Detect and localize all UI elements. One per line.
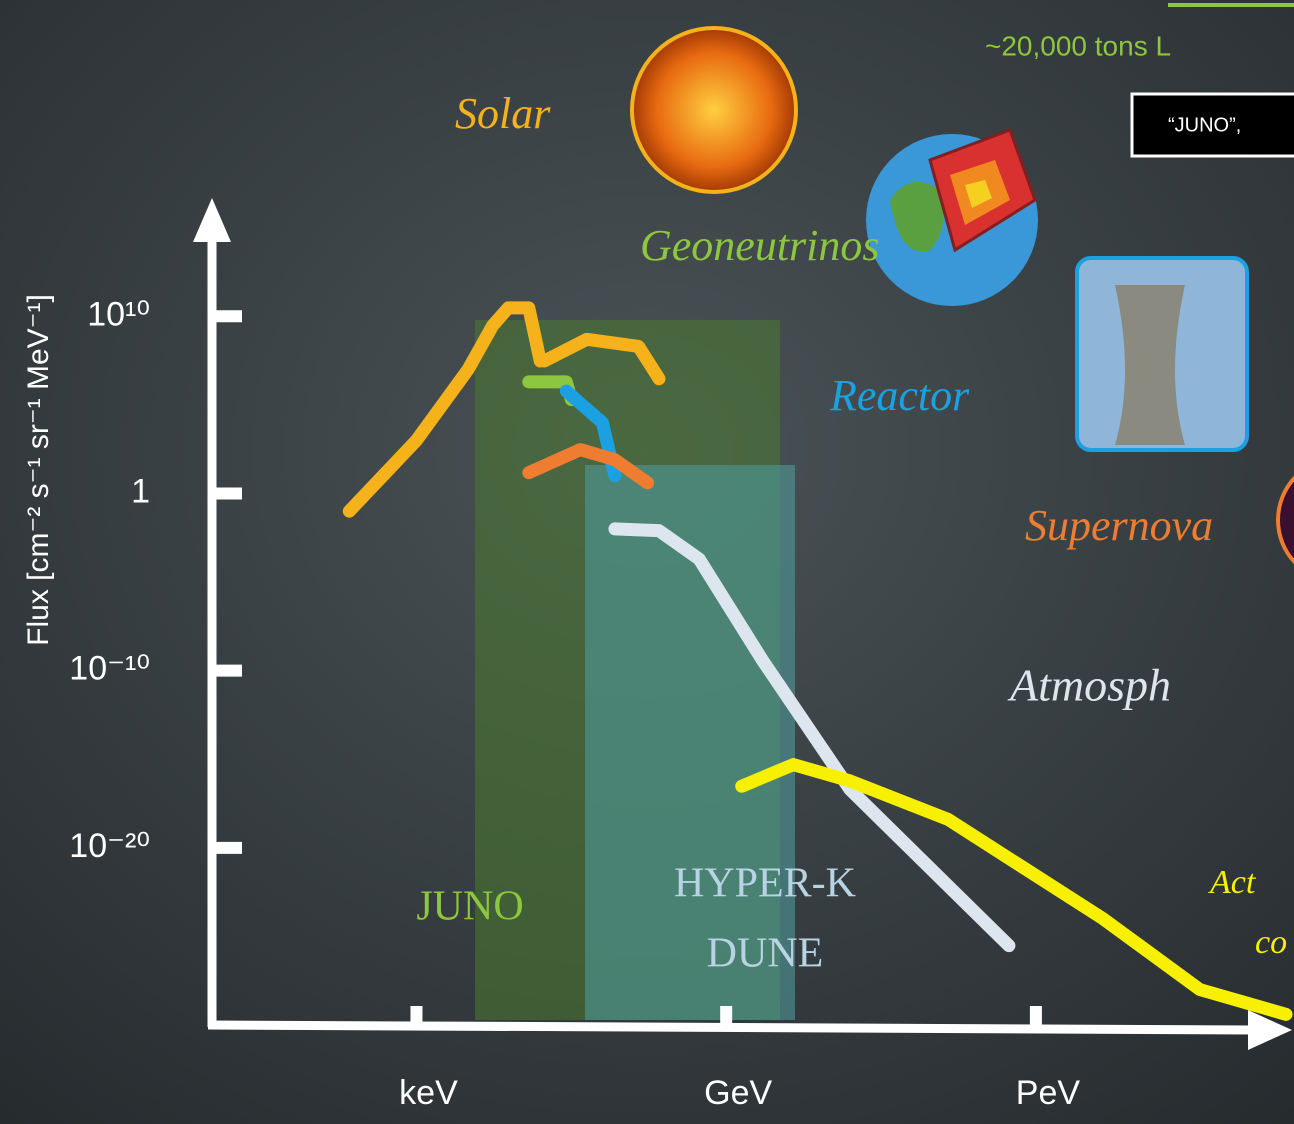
- series-label: Atmosph: [1007, 660, 1171, 711]
- series-line: [735, 758, 1293, 1021]
- axes: [193, 198, 1292, 1050]
- y-tick-label: 1: [131, 472, 150, 510]
- x-tick-label: GeV: [704, 1074, 772, 1112]
- series-line: [522, 443, 655, 490]
- series-label: Geoneutrinos: [640, 221, 880, 270]
- band-label: HYPER-K: [674, 861, 856, 907]
- series-label: Reactor: [829, 371, 970, 420]
- y-axis-label: Flux [cm⁻² s⁻¹ sr⁻¹ MeV⁻¹]: [22, 294, 55, 646]
- x-tick-label: keV: [399, 1074, 458, 1112]
- x-tick-label: PeV: [1016, 1074, 1081, 1112]
- band-label: DUNE: [707, 931, 824, 977]
- y-tick-label: 10⁻¹⁰: [69, 650, 150, 688]
- band-label: JUNO: [416, 884, 523, 930]
- series-line: [608, 522, 1016, 953]
- earth-image: [866, 128, 1038, 306]
- series-label: Act: [1208, 864, 1257, 901]
- y-tick-label: 10¹⁰: [87, 295, 150, 333]
- y-arrow: [193, 198, 231, 242]
- series-label: Solar: [455, 89, 551, 138]
- series-line: [342, 301, 547, 518]
- y-tick-label: 10⁻²⁰: [69, 827, 150, 865]
- x-arrow: [1248, 1010, 1292, 1050]
- caption-box: [1130, 92, 1294, 158]
- annotation: co: [1255, 924, 1287, 961]
- header-text: ~20,000 tons L: [985, 30, 1171, 61]
- reactor-image: [1075, 256, 1249, 452]
- x-axis: [207, 1020, 1256, 1035]
- series-label: Supernova: [1025, 501, 1213, 550]
- supernova-image: [1276, 475, 1294, 565]
- caption-text: “JUNO”,: [1168, 114, 1241, 136]
- series-line: [537, 332, 666, 386]
- sun-image: [630, 26, 798, 194]
